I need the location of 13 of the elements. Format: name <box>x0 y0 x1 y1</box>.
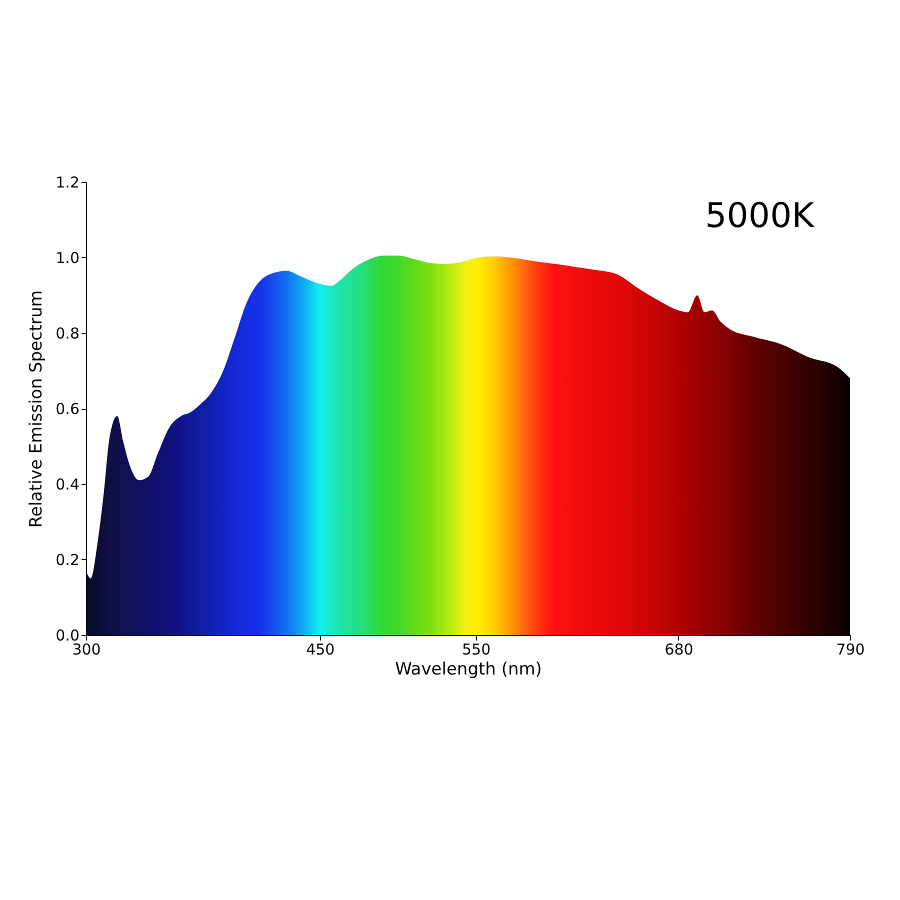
x-tick-label: 550 <box>462 640 491 658</box>
y-tick-label: 0.4 <box>56 476 80 494</box>
y-tick-label: 0.2 <box>56 551 80 569</box>
y-tick-label: 0.8 <box>56 324 80 342</box>
y-axis-title: Relative Emission Spectrum <box>26 290 47 528</box>
x-tick-label: 680 <box>664 640 694 658</box>
x-tick-label: 450 <box>306 640 335 658</box>
y-tick-label: 0.6 <box>56 400 80 418</box>
annotation: 5000K <box>705 196 816 236</box>
y-tick-label: 1.0 <box>56 249 80 267</box>
x-axis-title: Wavelength (nm) <box>395 660 542 680</box>
x-tick-label: 790 <box>836 640 865 658</box>
y-tick-label: 1.2 <box>56 174 80 192</box>
